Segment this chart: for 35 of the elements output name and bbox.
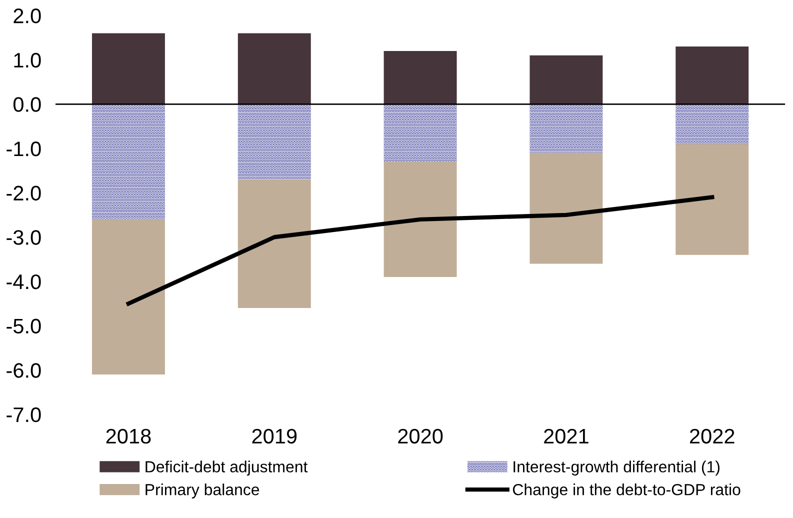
x-tick-label: 2018 — [106, 428, 151, 444]
bar — [676, 46, 749, 104]
y-tick-label: -4.0 — [6, 274, 41, 290]
y-tick-label: -1.0 — [6, 141, 41, 156]
bar — [92, 104, 165, 220]
bar — [238, 104, 311, 180]
y-tick-label: -2.0 — [6, 186, 41, 201]
bar — [530, 104, 603, 153]
bar — [238, 180, 311, 308]
legend-label: Interest-growth differential (1) — [514, 460, 720, 476]
x-tick-label: 2019 — [252, 428, 297, 444]
legend-label: Deficit-debt adjustment — [146, 460, 308, 476]
bar — [676, 144, 749, 255]
bar — [92, 33, 165, 104]
bar — [530, 152, 603, 264]
bar — [384, 104, 457, 162]
y-tick-label: 0.0 — [13, 97, 41, 112]
legend-label: Primary balance — [146, 484, 260, 498]
bar — [530, 55, 603, 104]
legend-label: Change in the debt-to-GDP ratio — [512, 484, 740, 498]
y-tick-label: -5.0 — [6, 318, 41, 334]
x-tick-label: 2022 — [690, 428, 734, 444]
line-series — [126, 195, 714, 306]
y-tick-label: -7.0 — [6, 407, 41, 422]
x-tick-label: 2020 — [398, 428, 443, 444]
bar — [676, 104, 749, 144]
y-tick-label: 1.0 — [14, 52, 41, 68]
x-tick-label: 2021 — [544, 428, 588, 444]
y-tick-label: -6.0 — [6, 363, 41, 378]
bar — [92, 219, 165, 375]
bar — [238, 33, 311, 104]
y-tick-label: -3.0 — [6, 230, 41, 245]
bar — [384, 162, 457, 278]
bar — [384, 50, 457, 104]
y-tick-label: 2.0 — [14, 8, 41, 24]
